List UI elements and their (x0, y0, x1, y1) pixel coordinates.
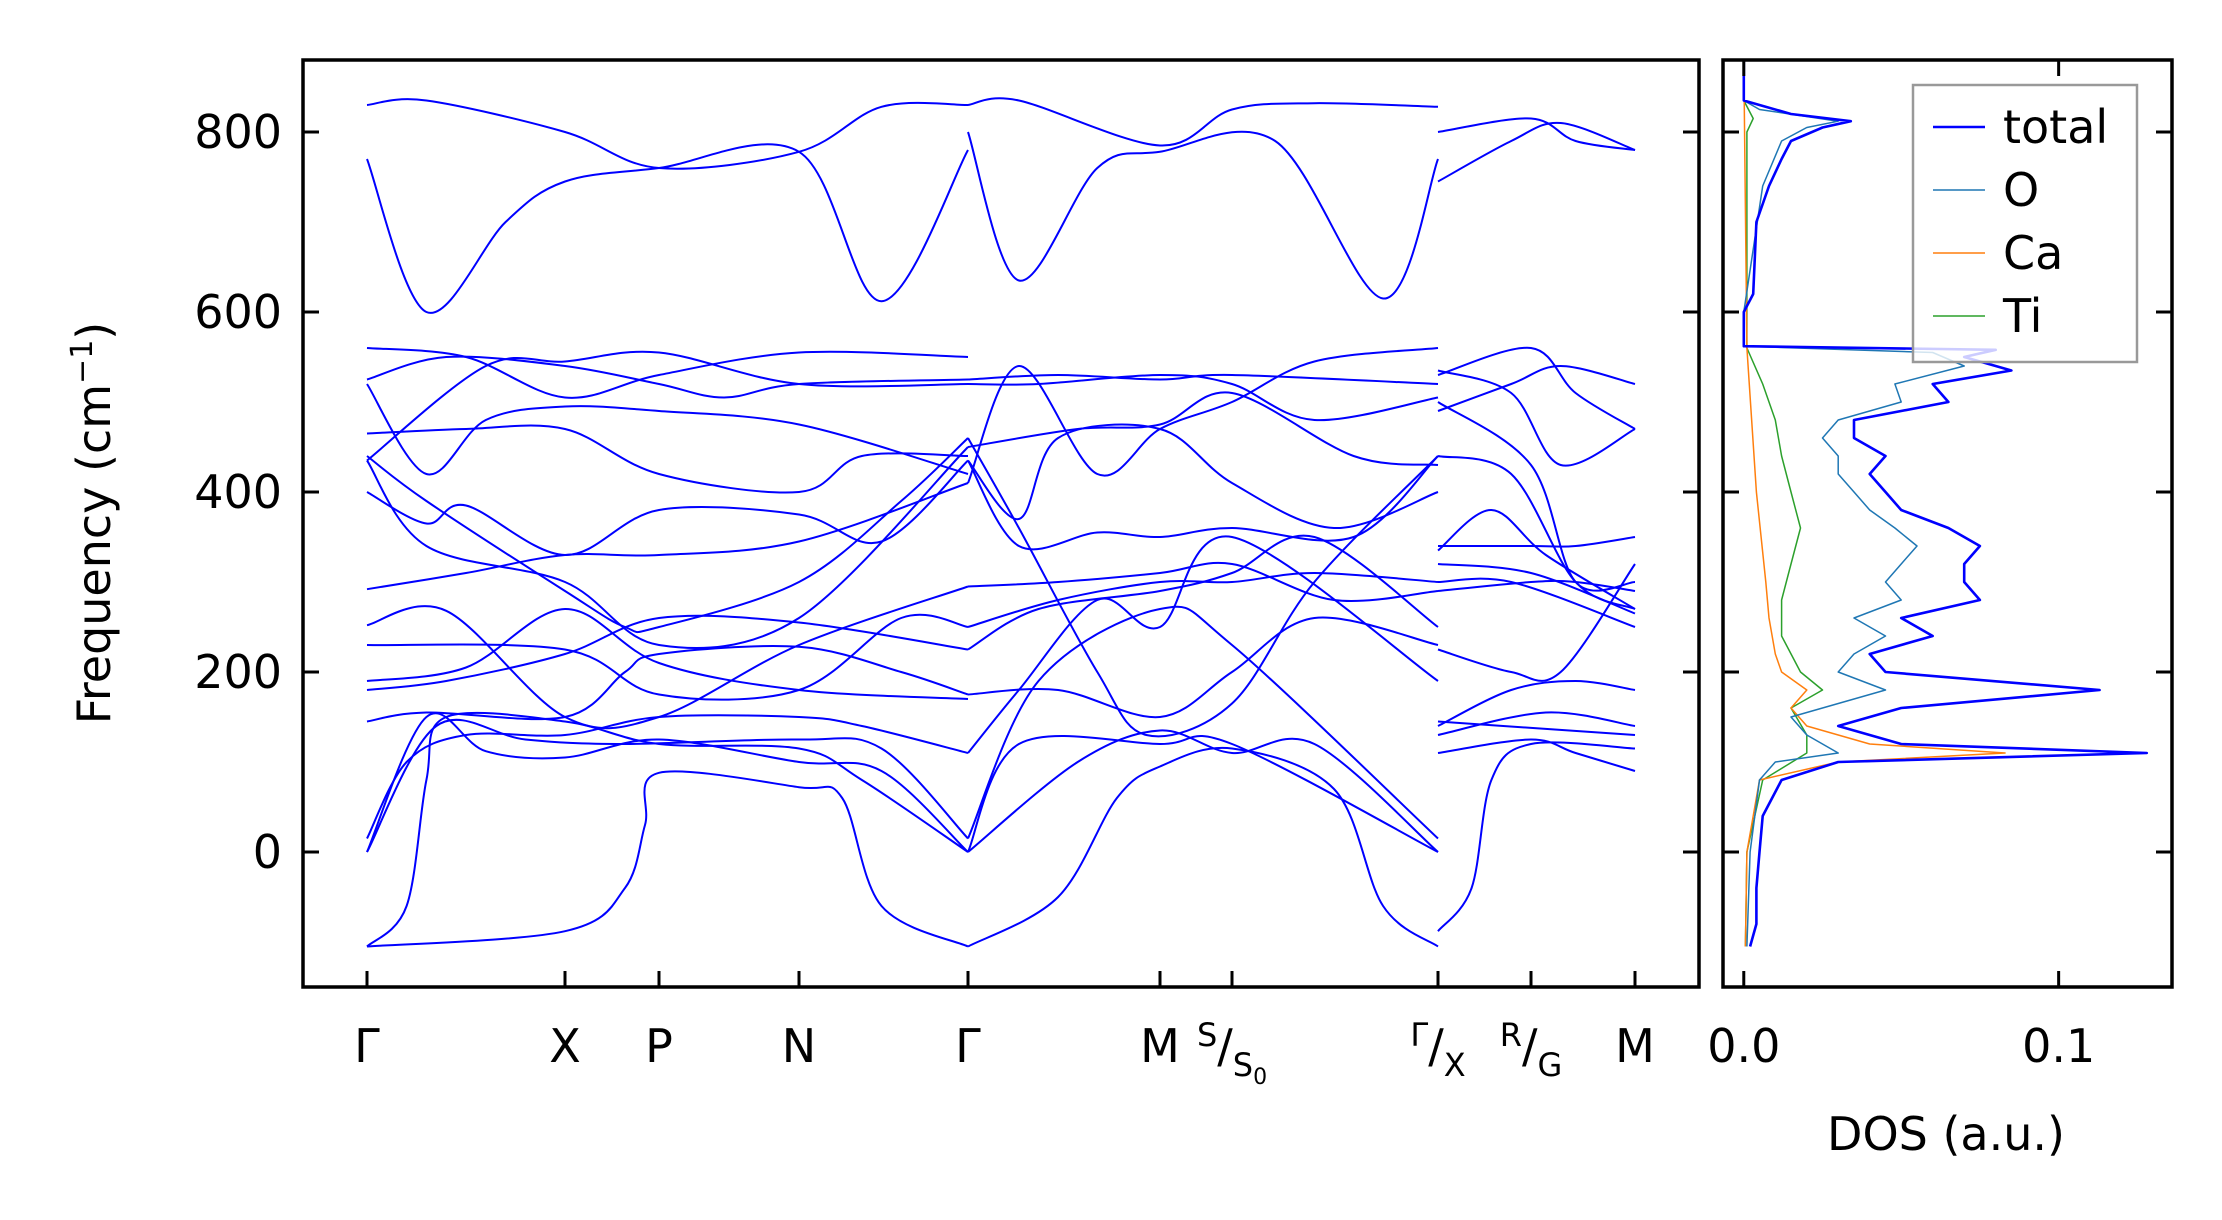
label-numerator: R (1500, 1016, 1522, 1054)
phonon-band (967, 729, 1439, 853)
band-plot-frame (301, 58, 1701, 989)
phonon-band (366, 446, 969, 650)
phonon-band (366, 424, 969, 494)
phonon-band (967, 534, 1439, 651)
phonon-band (366, 711, 969, 948)
dos-series-o (1743, 60, 1965, 947)
phonon-band (366, 714, 969, 839)
phonon-band (366, 98, 969, 170)
phonon-band (967, 605, 1439, 840)
x-tick-label: X (549, 1019, 581, 1073)
phonon-band (967, 373, 1439, 385)
phonon-band (366, 607, 969, 700)
label-numerator: S (1197, 1016, 1217, 1054)
dos-plot-frame (1721, 58, 2174, 989)
phonon-band (366, 482, 969, 591)
phonon-band (366, 347, 969, 399)
dos-x-tick-label: 0.1 (2022, 1019, 2095, 1073)
phonon-band (1437, 563, 1636, 682)
x-tick-label: N (782, 1019, 816, 1073)
phonon-band (967, 746, 1439, 948)
x-tick-label: Γ/X (1410, 1016, 1465, 1084)
x-tick-label: R/G (1500, 1016, 1563, 1084)
phonon-band (967, 347, 1439, 484)
phonon-band (1438, 536, 1636, 548)
phonon-band (967, 97, 1439, 147)
phonon-band (1437, 455, 1636, 610)
band-lines (366, 97, 1636, 948)
phonon-band (967, 423, 1439, 530)
label-denominator: X (1444, 1046, 1466, 1084)
x-tick-label: M (1615, 1019, 1655, 1073)
phonon-band (1437, 738, 1636, 772)
phonon-band (1437, 679, 1636, 727)
phonon-band (1437, 711, 1636, 736)
phonon-band (1437, 346, 1636, 430)
legend: total O Ca Ti (1911, 83, 2139, 364)
phonon-band (1437, 117, 1636, 151)
y-axis-label: Frequency (cm−1) (65, 322, 121, 725)
phonon-band (967, 571, 1439, 628)
x-tick-label: Γ (354, 1019, 380, 1073)
legend-label: Ca (2003, 226, 2063, 280)
label-denominator: S (1233, 1046, 1253, 1084)
legend-label: O (2003, 163, 2039, 217)
phonon-band (366, 613, 969, 701)
phonon-band (366, 712, 969, 853)
dos-series-ca (1743, 60, 2006, 947)
dos-x-tick-label: 0.0 (1707, 1019, 1780, 1073)
phonon-band (1437, 369, 1636, 467)
phonon-band (1437, 121, 1636, 183)
phonon-band (967, 561, 1439, 602)
phonon-band (1437, 508, 1636, 610)
phonon-band (967, 391, 1439, 466)
phonon-band (366, 770, 969, 948)
phonon-band (967, 735, 1439, 853)
y-tick-label: 200 (194, 645, 282, 699)
phonon-band (1437, 720, 1636, 736)
label-slash: / (1428, 1019, 1444, 1073)
dos-axis-ticks: 0.0 0.1 (1707, 60, 2095, 1073)
dos-series-ti (1743, 60, 1824, 947)
dos-series-total (1742, 60, 2149, 947)
phonon-band (1437, 401, 1636, 592)
phonon-band (1437, 579, 1636, 592)
phonon-band (366, 585, 969, 730)
phonon-band (1437, 741, 1636, 932)
phonon-band (967, 455, 1439, 551)
phonon-band (1437, 364, 1636, 412)
x-tick-label: P (645, 1019, 673, 1073)
y-tick-label: 600 (194, 285, 282, 339)
label-denominator: G (1537, 1046, 1562, 1084)
x-tick-label: S/S0 (1197, 1016, 1267, 1090)
x-tick-label: M (1140, 1019, 1180, 1073)
phonon-band (967, 437, 1439, 738)
phonon-band (366, 383, 969, 476)
phonon-band (366, 645, 969, 723)
x-tick-label: Γ (955, 1019, 981, 1073)
dos-x-axis-label: DOS (a.u.) (1827, 1107, 2065, 1161)
phonon-band (366, 143, 969, 314)
phonon-band (967, 616, 1439, 719)
label-slash: / (1522, 1019, 1538, 1073)
phonon-band (366, 718, 969, 853)
legend-label: total (2003, 100, 2108, 154)
y-tick-label: 400 (194, 465, 282, 519)
y-tick-label: 800 (194, 105, 282, 159)
phonon-band (967, 130, 1439, 300)
phonon-band (366, 614, 969, 691)
phonon-band (366, 350, 969, 462)
phonon-band (366, 459, 969, 557)
label-numerator: Γ (1410, 1016, 1428, 1054)
label-subscript: 0 (1253, 1065, 1267, 1090)
y-tick-label: 0 (253, 825, 282, 879)
legend-label: Ti (2002, 289, 2042, 343)
dos-lines (1742, 60, 2149, 947)
phonon-band (366, 437, 969, 634)
label-slash: / (1217, 1019, 1233, 1073)
phonon-band (366, 355, 969, 399)
phonon-band (1437, 577, 1636, 628)
